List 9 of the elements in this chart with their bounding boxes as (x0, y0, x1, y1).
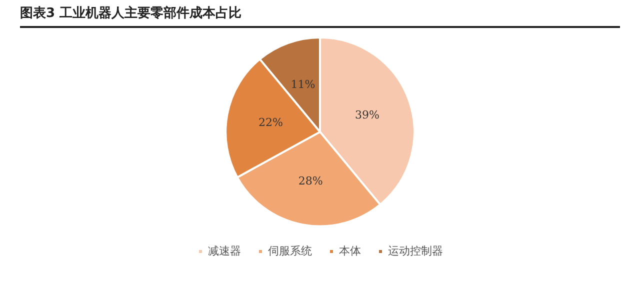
chart-title: 图表3 工业机器人主要零部件成本占比 (20, 4, 620, 28)
data-label: 28% (298, 174, 323, 188)
legend-label: 减速器 (208, 244, 241, 258)
legend-label: 本体 (339, 244, 361, 258)
data-label: 39% (355, 108, 380, 122)
data-label: 22% (258, 116, 283, 129)
data-label: 11% (290, 78, 316, 92)
legend-label: 伺服系统 (268, 244, 312, 258)
legend-label: 运动控制器 (388, 244, 443, 258)
